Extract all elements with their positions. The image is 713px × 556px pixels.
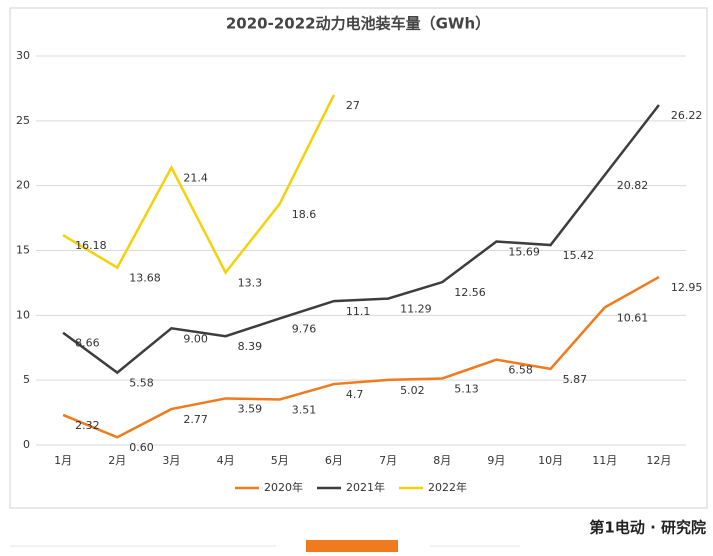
data-label: 12.95 bbox=[671, 281, 703, 294]
source: 第1电动 · 研究院 bbox=[589, 519, 706, 537]
data-label: 27 bbox=[346, 99, 360, 112]
y-tick-label: 5 bbox=[23, 373, 30, 386]
data-label: 5.87 bbox=[563, 373, 588, 386]
x-tick-label: 3月 bbox=[162, 454, 180, 467]
x-tick-label: 4月 bbox=[217, 454, 235, 467]
data-label: 9.00 bbox=[183, 332, 208, 345]
x-tick-label: 12月 bbox=[646, 454, 671, 467]
y-tick-label: 25 bbox=[16, 114, 30, 127]
data-label: 11.29 bbox=[400, 303, 432, 316]
y-tick-label: 0 bbox=[23, 438, 30, 451]
x-tick-label: 8月 bbox=[433, 454, 451, 467]
data-label: 9.76 bbox=[292, 322, 317, 335]
data-label: 6.58 bbox=[508, 364, 532, 377]
data-label: 8.66 bbox=[75, 337, 100, 350]
y-tick-label: 15 bbox=[16, 244, 30, 257]
x-tick-label: 9月 bbox=[487, 454, 505, 467]
x-tick-label: 2月 bbox=[108, 454, 126, 467]
series-line bbox=[62, 94, 336, 275]
data-label: 3.51 bbox=[292, 403, 317, 416]
x-tick-label: 10月 bbox=[538, 454, 563, 467]
data-label: 2.32 bbox=[75, 419, 100, 432]
data-label: 10.61 bbox=[617, 311, 649, 324]
data-label: 2.77 bbox=[183, 413, 208, 426]
legend-label: 2020年 bbox=[264, 480, 303, 494]
data-label: 13.68 bbox=[129, 272, 161, 285]
data-label: 20.82 bbox=[617, 179, 649, 192]
series-line bbox=[62, 275, 660, 439]
data-label: 13.3 bbox=[238, 277, 262, 290]
data-label: 3.59 bbox=[238, 402, 262, 415]
chart-title: 2020-2022动力电池装车量（GWh） bbox=[226, 15, 490, 33]
x-tick-label: 1月 bbox=[54, 454, 72, 467]
chart-frame bbox=[9, 7, 708, 509]
data-label: 18.6 bbox=[292, 208, 317, 221]
data-label: 5.58 bbox=[129, 377, 154, 390]
legend-label: 2022年 bbox=[428, 480, 467, 494]
data-label: 0.60 bbox=[129, 441, 154, 454]
data-label: 5.02 bbox=[400, 384, 425, 397]
data-label: 21.4 bbox=[183, 172, 208, 185]
x-tick-label: 11月 bbox=[592, 454, 617, 467]
data-label: 5.13 bbox=[454, 382, 479, 395]
series-line bbox=[62, 104, 660, 375]
legend-label: 2021年 bbox=[346, 480, 385, 494]
y-tick-label: 20 bbox=[16, 179, 30, 192]
data-label: 26.22 bbox=[671, 109, 703, 122]
data-label: 8.39 bbox=[238, 340, 262, 353]
footer-bar bbox=[306, 540, 398, 552]
data-label: 15.69 bbox=[508, 246, 539, 259]
y-tick-label: 30 bbox=[16, 49, 30, 62]
x-tick-label: 7月 bbox=[379, 454, 397, 467]
data-label: 15.42 bbox=[563, 249, 595, 262]
y-tick-label: 10 bbox=[16, 308, 30, 321]
x-tick-label: 5月 bbox=[271, 454, 289, 467]
x-tick-label: 6月 bbox=[325, 454, 343, 467]
data-label: 16.18 bbox=[75, 239, 107, 252]
data-label: 12.56 bbox=[454, 286, 486, 299]
data-label: 11.1 bbox=[346, 305, 371, 318]
data-label: 4.7 bbox=[346, 388, 364, 401]
